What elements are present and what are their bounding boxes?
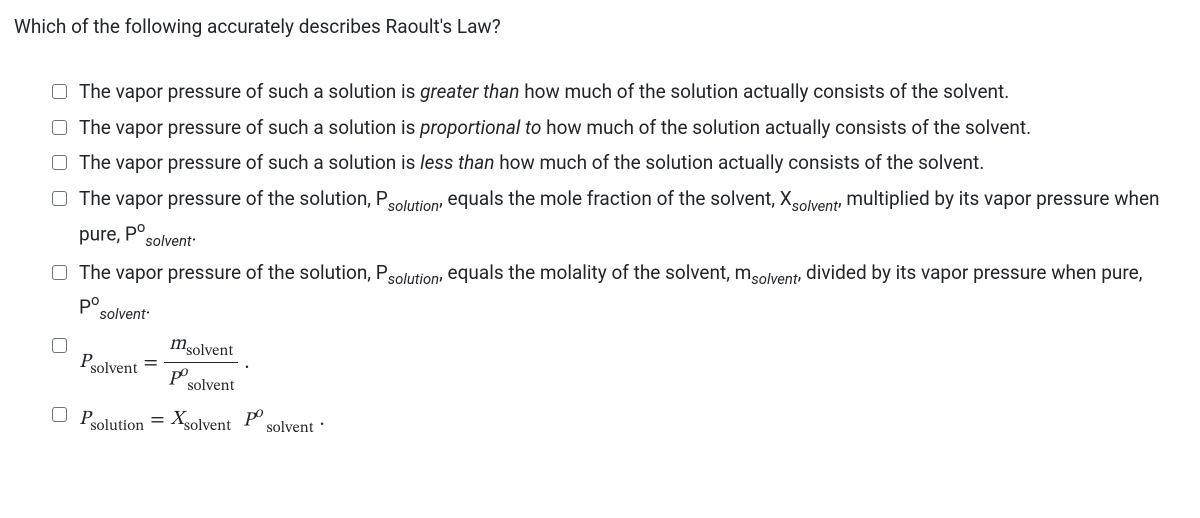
option-1-text-a: The vapor pressure of such a solution is [79, 80, 420, 103]
option-4-text: The vapor pressure of the solution, Psol… [79, 184, 1186, 252]
eq6-Pdsub: solvent [187, 378, 234, 394]
eq7-X: X [171, 409, 184, 429]
option-2-text-b: how much of the solution actually consis… [541, 116, 1031, 139]
option-4-sub1: solution [388, 197, 439, 215]
eq6-equals: = [144, 348, 158, 379]
option-3-text-a: The vapor pressure of such a solution is [79, 151, 420, 174]
eq6-P: P [79, 352, 90, 372]
eq7-P2sub: solvent [266, 420, 313, 436]
option-4-sub3: solvent [145, 232, 191, 250]
eq7-P2: P [243, 411, 254, 431]
checkbox-option-4[interactable] [52, 191, 67, 206]
eq7-Psub: solution [90, 418, 144, 434]
option-3-text: The vapor pressure of such a solution is… [79, 148, 1186, 177]
option-4-text-a: The vapor pressure of the solution, P [79, 187, 388, 210]
option-4: The vapor pressure of the solution, Psol… [52, 184, 1186, 252]
checkbox-option-2[interactable] [52, 120, 67, 135]
eq7-dot: . [320, 405, 325, 436]
option-1: The vapor pressure of such a solution is… [52, 77, 1186, 106]
option-2: The vapor pressure of such a solution is… [52, 113, 1186, 142]
option-5-sub3: solvent [99, 305, 145, 323]
equation-6: Psolvent = msolvent Posolvent . [79, 333, 249, 394]
eq7-P: P [79, 409, 90, 429]
eq6-Pd: P [168, 369, 179, 389]
option-3-emph: less than [420, 151, 494, 174]
eq7-P2sup: o [254, 405, 262, 421]
option-5-sub2: solvent [751, 270, 797, 288]
option-7-text: Psolution = Xsolvent Posolvent . [79, 400, 1186, 439]
eq6-fraction: msolvent Posolvent [164, 333, 239, 394]
checkbox-option-1[interactable] [52, 84, 67, 99]
checkbox-option-5[interactable] [52, 265, 67, 280]
option-3-text-b: how much of the solution actually consis… [494, 151, 984, 174]
eq6-msub: solvent [186, 343, 233, 359]
options-list: The vapor pressure of such a solution is… [14, 77, 1186, 439]
option-4-text-d: . [192, 222, 197, 245]
option-6: Psolvent = msolvent Posolvent . [52, 331, 1186, 394]
option-5: The vapor pressure of the solution, Psol… [52, 258, 1186, 326]
option-1-emph: greater than [420, 80, 519, 103]
option-4-text-b: , equals the mole fraction of the solven… [439, 187, 792, 210]
option-5-text-d: . [146, 296, 151, 319]
checkbox-option-6[interactable] [52, 338, 67, 353]
eq6-Psub: solvent [90, 361, 137, 377]
eq6-m: m [169, 334, 186, 354]
option-2-text-a: The vapor pressure of such a solution is [79, 116, 420, 139]
option-1-text-b: how much of the solution actually consis… [519, 80, 1009, 103]
option-4-sub2: solvent [792, 197, 838, 215]
option-7: Psolution = Xsolvent Posolvent . [52, 400, 1186, 439]
checkbox-option-7[interactable] [52, 407, 67, 422]
option-5-sub1: solution [388, 270, 439, 288]
eq6-dot: . [244, 348, 249, 379]
equation-7: Psolution = Xsolvent Posolvent . [79, 402, 325, 439]
eq7-equals: = [150, 405, 164, 436]
option-5-text-b: , equals the molality of the solvent, m [439, 261, 751, 284]
option-2-emph: proportional to [420, 116, 541, 139]
option-5-text-a: The vapor pressure of the solution, P [79, 261, 388, 284]
option-2-text: The vapor pressure of such a solution is… [79, 113, 1186, 142]
eq7-Xsub: solvent [184, 418, 231, 434]
checkbox-option-3[interactable] [52, 155, 67, 170]
option-1-text: The vapor pressure of such a solution is… [79, 77, 1186, 106]
option-5-text: The vapor pressure of the solution, Psol… [79, 258, 1186, 326]
option-6-text: Psolvent = msolvent Posolvent . [79, 331, 1186, 394]
option-3: The vapor pressure of such a solution is… [52, 148, 1186, 177]
question-prompt: Which of the following accurately descri… [14, 12, 1186, 41]
